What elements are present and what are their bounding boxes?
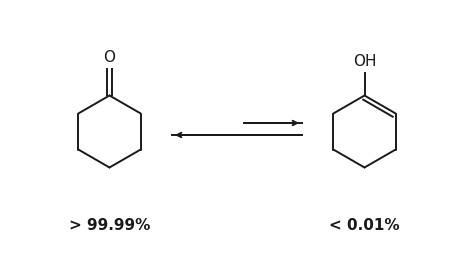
Text: < 0.01%: < 0.01% — [329, 218, 400, 233]
Text: O: O — [103, 49, 116, 64]
Text: OH: OH — [353, 54, 376, 69]
Text: > 99.99%: > 99.99% — [69, 218, 150, 233]
